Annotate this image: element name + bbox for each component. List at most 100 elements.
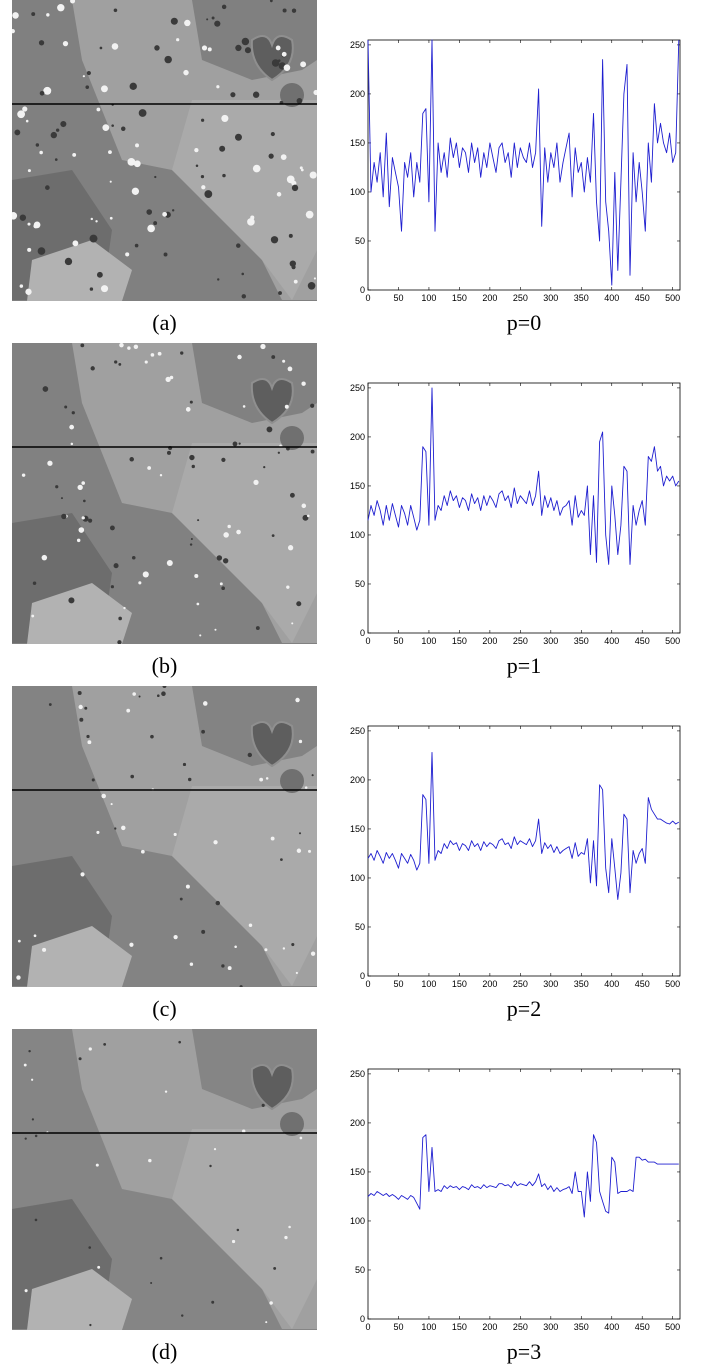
x-tick-label: 400 (604, 636, 619, 646)
speckle-dot (71, 411, 75, 415)
speckle-dot (110, 585, 114, 589)
speckle-dot (31, 1078, 34, 1081)
speckle-dot (200, 118, 205, 122)
speckle-dot (185, 407, 191, 412)
speckle-dot (301, 381, 306, 386)
x-tick-label: 0 (365, 1322, 370, 1332)
speckle-dot (87, 740, 92, 745)
speckle-dot (209, 1164, 212, 1168)
speckle-dot (185, 884, 190, 889)
speckle-dot (119, 343, 124, 348)
lower-grain (27, 926, 132, 987)
speckle-dot (86, 734, 90, 739)
speckle-dot (144, 360, 148, 364)
speckle-dot (280, 154, 287, 160)
p-value-caption: p=0 (506, 310, 542, 335)
intensity-profile-chart: 0 50 100 150 200 250 300 350 400 450 500 0 50 100 150 2… (340, 722, 692, 992)
speckle-dot (89, 287, 94, 291)
speckle-dot (221, 114, 229, 122)
speckle-dot (33, 934, 37, 938)
speckle-dot (96, 107, 101, 112)
speckle-dot (108, 150, 112, 155)
speckle-dot (72, 240, 79, 247)
speckle-dot (31, 12, 36, 17)
speckle-dot (230, 92, 236, 98)
speckle-dot (263, 466, 266, 469)
chart-svg: 0 50 100 150 200 250 300 350 400 450 500 0 50 100 150 2… (350, 725, 681, 989)
x-tick-label: 300 (543, 979, 558, 989)
speckle-dot (80, 872, 85, 877)
y-tick-label: 100 (350, 530, 365, 540)
speckle-dot (247, 218, 255, 226)
speckle-dot (241, 272, 245, 276)
speckle-dot (280, 858, 283, 861)
speckle-dot (299, 166, 303, 170)
speckle-dot (12, 12, 19, 19)
speckle-dot (45, 185, 50, 190)
speckle-dot (76, 538, 81, 543)
speckle-dot (189, 962, 194, 966)
speckle-dot (131, 555, 136, 560)
speckle-dot (237, 354, 242, 360)
speckle-dot (232, 441, 238, 447)
x-tick-label: 350 (574, 293, 589, 303)
speckle-dot (111, 124, 114, 127)
speckle-dot (301, 503, 307, 509)
speckle-dot (82, 75, 85, 78)
speckle-dot (24, 1137, 27, 1140)
speckle-dot (78, 527, 85, 533)
speckle-dot (24, 1289, 28, 1293)
speckle-dot (60, 120, 67, 128)
speckle-dot (96, 830, 100, 834)
speckle-dot (211, 16, 215, 20)
speckle-dot (217, 278, 220, 281)
speckle-dot (234, 945, 237, 949)
x-tick-label: 50 (393, 293, 403, 303)
speckle-dot (291, 942, 295, 947)
speckle-dot (286, 175, 295, 184)
speckle-dot (62, 40, 69, 47)
x-tick-label: 400 (604, 293, 619, 303)
speckle-dot (162, 211, 168, 217)
y-tick-label: 0 (360, 285, 365, 295)
speckle-dot (37, 247, 46, 255)
x-tick-label: 100 (421, 979, 436, 989)
speckle-dot (261, 1103, 265, 1107)
speckle-dot (121, 825, 126, 831)
speckle-dot (221, 457, 226, 463)
x-tick-label: 450 (635, 979, 650, 989)
x-tick-label: 150 (452, 293, 467, 303)
speckle-dot (157, 351, 162, 356)
panel-row-b: 0 50 100 150 200 250 300 350 400 450 500 0 50 100 150 2… (0, 343, 702, 686)
round-pore (280, 769, 304, 793)
speckle-dot (147, 224, 155, 233)
speckle-dot (183, 69, 189, 76)
speckle-dot (275, 45, 281, 51)
speckle-dot (27, 222, 31, 226)
speckle-dot (236, 529, 241, 535)
speckle-dot (70, 0, 76, 4)
y-tick-label: 100 (350, 873, 365, 883)
speckle-dot (54, 158, 58, 161)
speckle-dot (159, 474, 163, 477)
lower-grain (27, 1269, 132, 1330)
y-tick-label: 200 (350, 89, 365, 99)
speckle-dot (28, 1049, 31, 1053)
speckle-dot (310, 449, 315, 454)
speckle-dot (50, 131, 57, 139)
y-tick-label: 100 (350, 1216, 365, 1226)
speckle-dot (194, 573, 199, 578)
speckle-dot (213, 840, 218, 845)
x-tick-label: 500 (665, 979, 680, 989)
speckle-dot (83, 499, 86, 503)
x-tick-label: 500 (665, 636, 680, 646)
speckle-dot (216, 85, 220, 89)
speckle-dot (201, 729, 205, 734)
bright-grain-region (172, 443, 317, 643)
x-tick-label: 450 (635, 293, 650, 303)
speckle-dot (166, 559, 173, 566)
speckle-dot (216, 555, 223, 561)
y-tick-label: 150 (350, 481, 365, 491)
speckle-dot (260, 343, 266, 350)
speckle-dot (250, 215, 255, 220)
